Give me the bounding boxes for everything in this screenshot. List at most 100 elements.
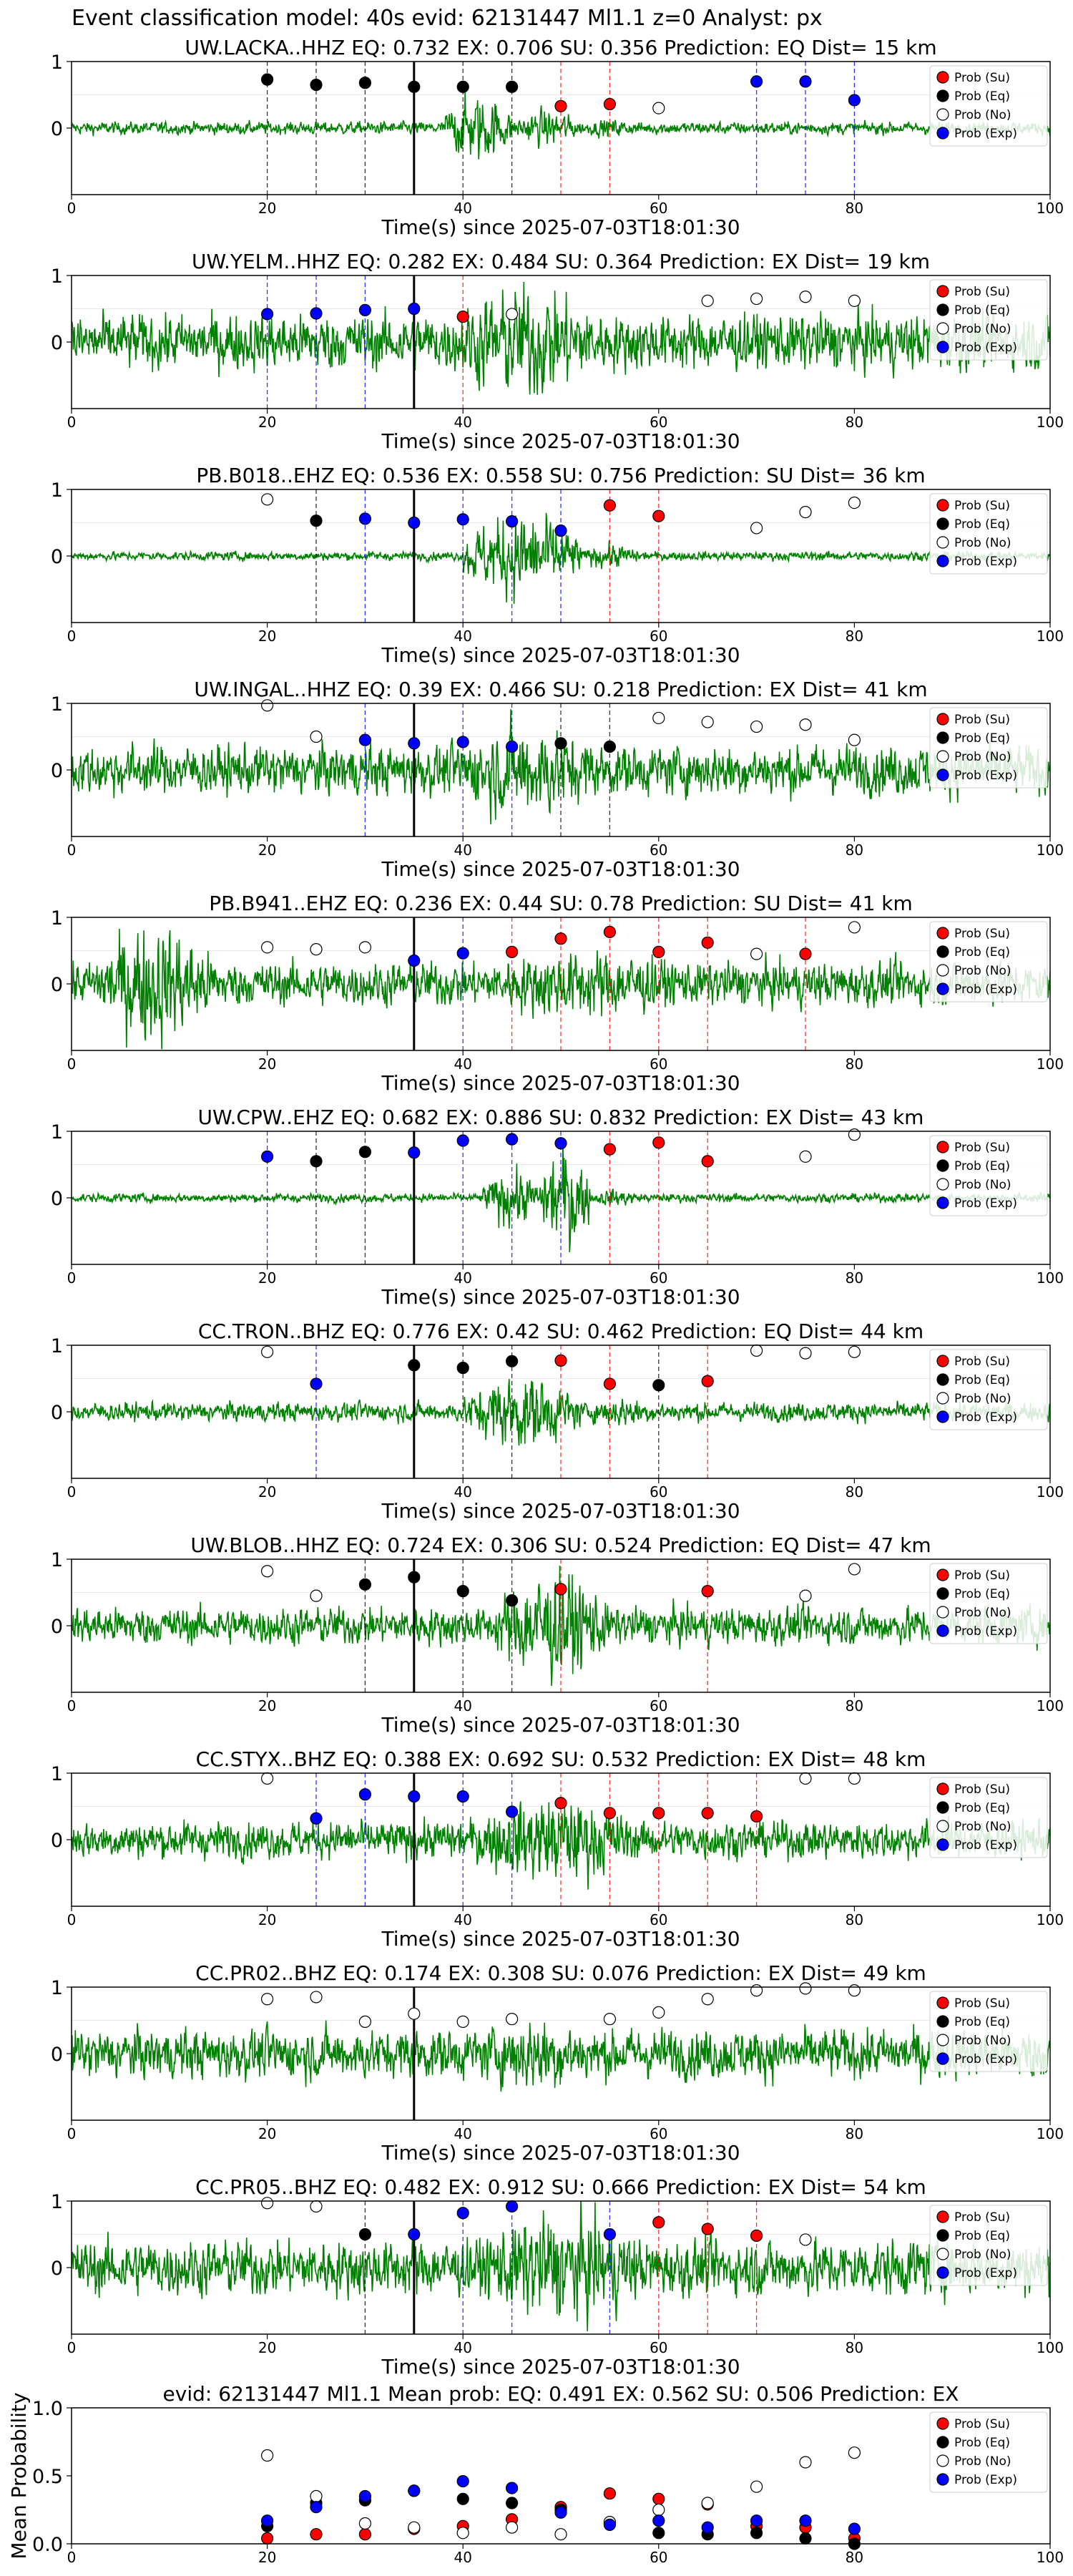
marker-exp: [456, 736, 469, 748]
legend-marker-eq: [936, 2229, 949, 2242]
legend-label-exp: Prob (Exp): [954, 1410, 1017, 1425]
marker-exp: [310, 1377, 323, 1390]
marker-no: [456, 2527, 469, 2540]
marker-no: [310, 1991, 323, 2004]
marker-no: [848, 294, 861, 307]
marker-no: [848, 1772, 861, 1785]
subplot-6: UW.CPW..EHZ EQ: 0.682 EX: 0.886 SU: 0.83…: [51, 1106, 1064, 1309]
legend-box: [929, 707, 1048, 789]
legend-marker-eq: [936, 2436, 949, 2449]
x-tick-label: 60: [650, 1697, 667, 1714]
legend-label-eq: Prob (Eq): [954, 731, 1010, 746]
legend-label-su: Prob (Su): [954, 713, 1010, 727]
subplot-title: CC.PR02..BHZ EQ: 0.174 EX: 0.308 SU: 0.0…: [195, 1961, 926, 1985]
x-axis-label: Time(s) since 2025-07-03T18:01:30: [381, 2141, 740, 2165]
waveform-line: [72, 2020, 1050, 2092]
marker-exp: [358, 733, 371, 746]
marker-eq: [261, 73, 274, 86]
marker-no: [848, 1563, 861, 1576]
legend-label-eq: Prob (Eq): [954, 2436, 1010, 2450]
legend-box: [929, 2411, 1048, 2493]
subplot-5: PB.B941..EHZ EQ: 0.236 EX: 0.44 SU: 0.78…: [51, 892, 1064, 1095]
marker-su: [603, 1143, 617, 1156]
x-tick-label: 100: [1037, 2339, 1064, 2356]
legend-label-exp: Prob (Exp): [954, 127, 1017, 141]
marker-su: [554, 1354, 567, 1367]
marker-no: [750, 1984, 763, 1997]
x-tick-label: 80: [846, 1911, 863, 1928]
legend-marker-no: [936, 2454, 949, 2467]
legend-marker-exp: [936, 1838, 949, 1851]
legend-marker-exp: [936, 982, 949, 995]
marker-no: [701, 716, 714, 728]
y-tick-label: 1: [51, 265, 63, 288]
marker-su: [701, 2223, 714, 2235]
legend-label-su: Prob (Su): [954, 285, 1010, 299]
x-tick-label: 40: [454, 1483, 471, 1501]
marker-eq: [505, 1594, 519, 1607]
marker-eq: [652, 2527, 665, 2540]
marker-exp: [505, 1133, 519, 1146]
marker-su: [652, 1136, 665, 1149]
y-tick-label: 0: [51, 974, 63, 996]
marker-exp: [603, 2518, 617, 2531]
x-tick-label: 60: [650, 1055, 667, 1073]
legend-label-exp: Prob (Exp): [954, 1196, 1017, 1211]
x-tick-label: 100: [1037, 1055, 1064, 1073]
x-tick-label: 40: [454, 414, 471, 431]
y-tick-label: 0: [51, 1616, 63, 1638]
marker-no: [750, 292, 763, 306]
x-tick-label: 80: [846, 2125, 863, 2142]
x-tick-label: 0: [67, 1269, 77, 1287]
x-tick-label: 60: [650, 2549, 667, 2566]
subplot-7: CC.TRON..BHZ EQ: 0.776 EX: 0.42 SU: 0.46…: [51, 1319, 1064, 1523]
marker-exp: [456, 1134, 469, 1147]
marker-no: [261, 2197, 274, 2210]
legend-box: [929, 921, 1048, 1002]
subplot-1: UW.LACKA..HHZ EQ: 0.732 EX: 0.706 SU: 0.…: [51, 36, 1064, 239]
subplot-title: CC.STYX..BHZ EQ: 0.388 EX: 0.692 SU: 0.5…: [196, 1747, 926, 1771]
marker-no: [554, 2528, 567, 2541]
axes-frame: [71, 2407, 1051, 2545]
marker-eq: [505, 2497, 519, 2509]
x-tick-label: 80: [846, 2549, 863, 2566]
marker-no: [652, 711, 665, 725]
x-tick-label: 100: [1037, 200, 1064, 217]
marker-no: [505, 2521, 519, 2534]
marker-no: [505, 2013, 519, 2026]
legend-marker-su: [936, 2417, 949, 2430]
legend-label-eq: Prob (Eq): [954, 517, 1010, 532]
marker-su: [310, 2528, 323, 2541]
marker-exp: [408, 1790, 421, 1803]
legend-marker-su: [936, 713, 949, 726]
marker-no: [456, 2015, 469, 2028]
x-axis-label: Time(s) since 2025-07-03T18:01:30: [381, 2355, 740, 2379]
marker-no: [799, 1150, 812, 1163]
x-tick-label: 20: [258, 628, 276, 645]
marker-exp: [310, 307, 323, 320]
subplot-title: CC.TRON..BHZ EQ: 0.776 EX: 0.42 SU: 0.46…: [198, 1319, 923, 1343]
marker-no: [310, 943, 323, 956]
legend-box: [929, 65, 1048, 147]
x-tick-label: 40: [454, 2339, 471, 2356]
x-tick-label: 80: [846, 1269, 863, 1287]
marker-no: [358, 2015, 371, 2028]
legend-marker-no: [936, 1178, 949, 1191]
x-tick-label: 40: [454, 1055, 471, 1073]
legend-label-exp: Prob (Exp): [954, 769, 1017, 783]
y-tick-label: 1: [51, 1549, 63, 1571]
y-tick-label: 0: [51, 2258, 63, 2280]
marker-no: [848, 733, 861, 746]
x-tick-label: 100: [1037, 628, 1064, 645]
x-tick-label: 60: [650, 414, 667, 431]
legend-marker-exp: [936, 1410, 949, 1423]
x-tick-label: 40: [454, 1911, 471, 1928]
x-axis-label: Time(s) since 2025-07-03T18:01:30: [381, 643, 740, 667]
legend-marker-su: [936, 1782, 949, 1795]
legend-label-exp: Prob (Exp): [954, 2052, 1017, 2067]
marker-su: [554, 99, 567, 112]
x-tick-label: 40: [454, 841, 471, 859]
x-tick-label: 0: [67, 200, 77, 217]
marker-no: [652, 102, 665, 114]
marker-su: [652, 2216, 665, 2229]
